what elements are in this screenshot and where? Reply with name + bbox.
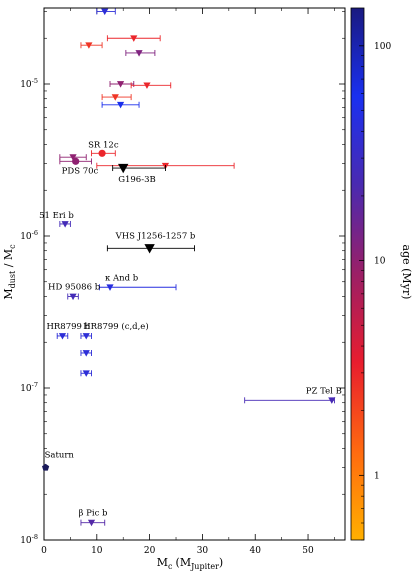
data-point-triangle bbox=[85, 42, 93, 49]
point-label: HR8799 b bbox=[46, 322, 90, 332]
point-label: Saturn bbox=[45, 450, 75, 460]
y-tick-label-base: 10 bbox=[20, 536, 32, 546]
data-point-triangle bbox=[69, 154, 77, 161]
data-point-triangle bbox=[106, 284, 114, 291]
data-point-triangle bbox=[61, 221, 69, 228]
data-point-pentagon bbox=[42, 463, 50, 471]
y-axis-label-main: M bbox=[2, 288, 15, 299]
point-label: β Pic b bbox=[79, 509, 109, 519]
colorbar bbox=[350, 7, 365, 541]
y-tick-label-exp: -5 bbox=[32, 77, 38, 85]
x-axis-label-sub: c bbox=[168, 562, 173, 571]
data-point-triangle bbox=[328, 397, 336, 404]
data-marks: SR 12c PDS 70c G196-3B 51 Eri b VHS J1256-12… bbox=[39, 8, 342, 527]
x-axis-label-main: M bbox=[157, 556, 168, 569]
y-axis-label-rest: / M bbox=[2, 249, 15, 271]
x-tick-label: 20 bbox=[144, 546, 156, 556]
y-tick-label-base: 10 bbox=[20, 232, 32, 242]
data-point-triangle bbox=[87, 519, 96, 527]
colorbar-tick-label: 100 bbox=[374, 42, 391, 52]
x-tick-label: 30 bbox=[197, 546, 209, 556]
x-axis-label-unit-sub: Jupiter bbox=[190, 562, 219, 571]
y-axis-label-sub2: c bbox=[8, 244, 17, 249]
data-point-triangle bbox=[135, 50, 143, 57]
data-point-triangle bbox=[143, 82, 151, 89]
y-tick-label: 10-7 bbox=[20, 381, 38, 394]
y-tick-label: 10-8 bbox=[20, 533, 38, 546]
data-point-circle bbox=[72, 157, 80, 165]
x-tick-label: 50 bbox=[302, 546, 314, 556]
data-point-circle bbox=[98, 149, 106, 157]
y-tick-label-base: 10 bbox=[20, 80, 32, 90]
colorbar-label: age (Myr) bbox=[400, 245, 413, 300]
data-point-triangle bbox=[82, 370, 90, 377]
colorbar-tick-label: 1 bbox=[374, 471, 380, 481]
point-label: SR 12c bbox=[88, 140, 119, 150]
data-point-triangle bbox=[69, 293, 77, 301]
point-label: VHS J1256-1257 b bbox=[115, 231, 196, 241]
data-point-triangle bbox=[111, 94, 119, 101]
data-point-triangle bbox=[58, 333, 67, 340]
y-axis-label-sub: dust bbox=[8, 270, 17, 288]
y-tick-label-base: 10 bbox=[20, 384, 32, 394]
y-tick-label: 10-6 bbox=[20, 229, 38, 242]
y-axis-label: Mdust / Mc bbox=[2, 244, 17, 300]
point-label: 51 Eri b bbox=[39, 211, 74, 221]
x-tick-label: 10 bbox=[91, 546, 103, 556]
data-point-triangle bbox=[118, 163, 129, 174]
y-tick-label-exp: -7 bbox=[32, 381, 38, 389]
point-label: HR8799 (c,d,e) bbox=[83, 321, 148, 332]
data-point-triangle bbox=[116, 101, 125, 109]
point-label: HD 95086 b bbox=[48, 282, 101, 292]
x-axis-label: Mc (MJupiter) bbox=[157, 556, 223, 571]
point-label: PDS 70c bbox=[62, 166, 99, 176]
data-point-triangle bbox=[82, 333, 90, 340]
data-point-triangle bbox=[82, 350, 90, 357]
colorbar-tick-label: 10 bbox=[374, 257, 386, 267]
data-point-triangle bbox=[144, 244, 155, 254]
x-axis-label-unit-main: (M bbox=[176, 556, 192, 569]
data-point-triangle bbox=[101, 8, 109, 16]
y-tick-label-exp: -8 bbox=[32, 533, 38, 541]
point-label: G196-3B bbox=[118, 175, 156, 185]
x-tick-label: 0 bbox=[41, 546, 47, 556]
point-label: κ And b bbox=[105, 273, 139, 283]
y-tick-label-exp: -6 bbox=[32, 229, 38, 237]
plot-frame bbox=[43, 7, 346, 541]
data-point-triangle bbox=[116, 81, 125, 88]
point-label: PZ Tel B bbox=[306, 386, 342, 396]
data-point-triangle bbox=[130, 35, 138, 42]
x-tick-label: 40 bbox=[250, 546, 262, 556]
y-tick-label: 10-5 bbox=[20, 77, 38, 90]
x-axis-label-unit-close: ) bbox=[219, 556, 223, 569]
